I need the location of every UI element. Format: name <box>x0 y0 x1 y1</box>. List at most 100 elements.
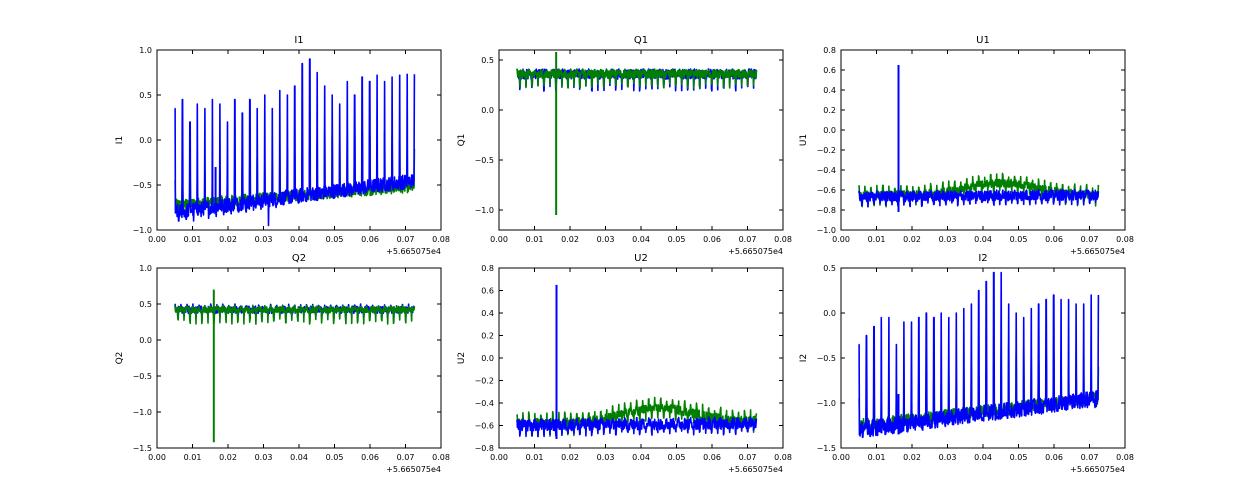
y-tick-label: −1.0 <box>817 226 836 235</box>
x-tick-label: 0.08 <box>1116 235 1134 244</box>
x-tick-label: 0.07 <box>1081 235 1099 244</box>
x-tick-label: 0.00 <box>490 235 508 244</box>
x-tick-label: 0.05 <box>326 235 344 244</box>
x-offset-label: +5.665075e4 <box>1070 247 1125 256</box>
x-tick-label: 0.06 <box>703 453 721 462</box>
plot-area <box>174 58 416 227</box>
y-tick-label: −0.8 <box>817 206 836 215</box>
x-tick-label: 0.02 <box>219 235 237 244</box>
y-tick-label: 0.0 <box>139 136 152 145</box>
subplot-i2: 0.00 0.01 0.02 0.03 0.04 0.05 0.06 0.07 0.08 −1.5… <box>799 253 1134 474</box>
y-axis-label: U1 <box>799 134 809 146</box>
y-tick-label: −1.0 <box>817 399 836 408</box>
x-tick-label: 0.06 <box>1045 235 1063 244</box>
chart-title: I2 <box>978 253 987 264</box>
x-tick-label: 0.05 <box>668 235 686 244</box>
x-tick-label: 0.05 <box>668 453 686 462</box>
x-tick-label: 0.01 <box>868 235 886 244</box>
y-tick-label: −0.4 <box>817 166 836 175</box>
x-offset-label: +5.665075e4 <box>1070 465 1125 474</box>
x-tick-label: 0.04 <box>974 453 992 462</box>
x-tick-label: 0.03 <box>255 453 273 462</box>
x-tick-label: 0.08 <box>1116 453 1134 462</box>
y-tick-label: −1.0 <box>133 408 152 417</box>
subplot-u1: 0.00 0.01 0.02 0.03 0.04 0.05 0.06 0.07 0.08 −1.0… <box>799 35 1134 256</box>
x-tick-label: 0.05 <box>326 453 344 462</box>
y-tick-label: −0.6 <box>475 422 494 431</box>
subplot-q2: 0.00 0.01 0.02 0.03 0.04 0.05 0.06 0.07 0.08 −1.5… <box>115 253 450 474</box>
x-tick-label: 0.01 <box>868 453 886 462</box>
y-tick-label: 0.5 <box>481 56 494 65</box>
x-tick-label: 0.04 <box>974 235 992 244</box>
y-tick-label: 0.0 <box>823 126 836 135</box>
y-tick-label: −0.5 <box>133 181 152 190</box>
y-axis-label: Q2 <box>115 352 125 365</box>
y-tick-label: 0.0 <box>139 336 152 345</box>
y-axis-label: I2 <box>799 354 809 362</box>
y-tick-label: 1.0 <box>139 264 152 273</box>
y-axis-label: Q1 <box>457 134 467 147</box>
axes-frame <box>840 49 1126 231</box>
x-offset-label: +5.665075e4 <box>728 465 783 474</box>
x-tick-label: 0.06 <box>361 235 379 244</box>
x-tick-label: 0.00 <box>832 235 850 244</box>
x-tick-label: 0.00 <box>832 453 850 462</box>
chart-title: I1 <box>294 35 303 46</box>
subplot-q1: 0.00 0.01 0.02 0.03 0.04 0.05 0.06 0.07 0.08 −1.0… <box>457 35 792 256</box>
chart-title: U1 <box>976 35 990 46</box>
x-tick-label: 0.01 <box>184 453 202 462</box>
x-tick-label: 0.07 <box>1081 453 1099 462</box>
x-tick-label: 0.05 <box>1010 235 1028 244</box>
x-tick-label: 0.01 <box>526 235 544 244</box>
y-tick-label: 0.0 <box>823 309 836 318</box>
x-tick-label: 0.06 <box>1045 453 1063 462</box>
x-tick-label: 0.01 <box>526 453 544 462</box>
x-tick-label: 0.01 <box>184 235 202 244</box>
y-tick-label: 0.5 <box>139 91 152 100</box>
y-axis-label: I1 <box>115 136 125 144</box>
x-tick-label: 0.06 <box>703 235 721 244</box>
x-offset-label: +5.665075e4 <box>386 465 441 474</box>
x-tick-label: 0.08 <box>432 453 450 462</box>
y-tick-label: 0.2 <box>823 106 836 115</box>
x-offset-label: +5.665075e4 <box>386 247 441 256</box>
x-tick-label: 0.08 <box>432 235 450 244</box>
x-tick-label: 0.04 <box>290 235 308 244</box>
y-tick-label: −0.4 <box>475 399 494 408</box>
x-tick-label: 0.00 <box>148 235 166 244</box>
x-tick-label: 0.03 <box>939 235 957 244</box>
x-tick-label: 0.02 <box>903 235 921 244</box>
x-tick-label: 0.06 <box>361 453 379 462</box>
y-axis-label: U2 <box>457 352 467 364</box>
y-tick-label: 0.0 <box>481 354 494 363</box>
x-tick-label: 0.08 <box>774 235 792 244</box>
axes-frame <box>156 267 442 449</box>
x-tick-label: 0.04 <box>632 235 650 244</box>
y-tick-label: −0.5 <box>133 372 152 381</box>
y-tick-label: 0.0 <box>481 106 494 115</box>
y-tick-label: −1.0 <box>133 226 152 235</box>
series-line-blue <box>858 188 1100 208</box>
subplot-u2: 0.00 0.01 0.02 0.03 0.04 0.05 0.06 0.07 0.08 −0.8… <box>457 253 792 474</box>
series-line-green <box>516 68 758 89</box>
x-tick-label: 0.07 <box>739 453 757 462</box>
x-tick-label: 0.03 <box>939 453 957 462</box>
x-tick-label: 0.07 <box>397 453 415 462</box>
x-tick-label: 0.02 <box>903 453 921 462</box>
plot-area <box>174 289 416 443</box>
x-tick-label: 0.08 <box>774 453 792 462</box>
x-tick-label: 0.02 <box>561 235 579 244</box>
y-tick-label: −1.5 <box>817 444 836 453</box>
y-tick-label: 0.4 <box>481 309 494 318</box>
y-tick-label: 0.8 <box>481 264 494 273</box>
y-tick-label: 0.5 <box>823 264 836 273</box>
x-tick-label: 0.03 <box>597 235 615 244</box>
y-tick-label: −0.8 <box>475 444 494 453</box>
x-tick-label: 0.04 <box>290 453 308 462</box>
plot-area <box>858 65 1100 212</box>
x-tick-label: 0.07 <box>397 235 415 244</box>
y-tick-label: 0.2 <box>481 332 494 341</box>
x-tick-label: 0.07 <box>739 235 757 244</box>
y-tick-label: −1.5 <box>133 444 152 453</box>
series-line-blue <box>516 416 758 438</box>
